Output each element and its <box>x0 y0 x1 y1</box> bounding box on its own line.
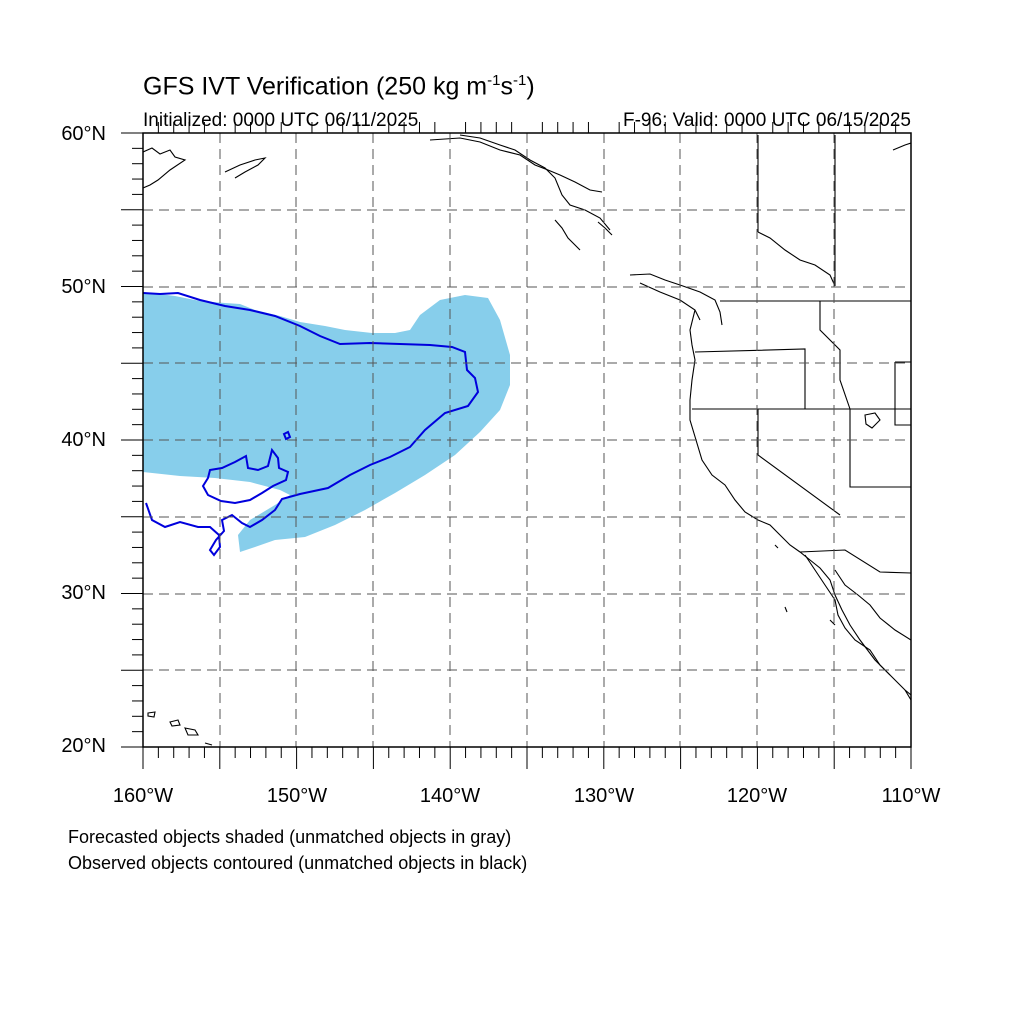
lat-label-40n: 40°N <box>61 429 106 451</box>
lat-label-60n: 60°N <box>61 123 106 145</box>
lon-label-120w: 120°W <box>726 785 788 807</box>
lon-label-160w: 160°W <box>112 785 174 807</box>
lat-label-30n: 30°N <box>61 582 106 604</box>
observed-contour-small <box>282 430 292 441</box>
forecast-note: Forecasted objects shaded (unmatched obj… <box>68 827 512 847</box>
tick-marks <box>121 122 912 769</box>
valid-time: F-96: Valid: 0000 UTC 06/15/2025 <box>623 110 911 131</box>
coastlines <box>143 134 911 746</box>
observed-note: Observed objects contoured (unmatched ob… <box>68 853 528 873</box>
lon-label-150w: 150°W <box>266 785 328 807</box>
lat-label-20n: 20°N <box>61 735 106 757</box>
plot-frame <box>142 132 912 748</box>
lat-label-50n: 50°N <box>61 276 106 298</box>
chart-title: GFS IVT Verification (250 kg m-1s-1) <box>143 72 535 101</box>
grid-lines <box>143 133 911 747</box>
initialized-time: Initialized: 0000 UTC 06/11/2025 <box>143 110 419 131</box>
observed-contour-main <box>143 291 480 557</box>
lon-label-130w: 130°W <box>573 785 635 807</box>
lon-label-140w: 140°W <box>419 785 481 807</box>
observed-contour-inner <box>201 447 290 505</box>
lon-label-110w: 110°W <box>881 785 941 807</box>
forecast-object <box>143 292 510 552</box>
